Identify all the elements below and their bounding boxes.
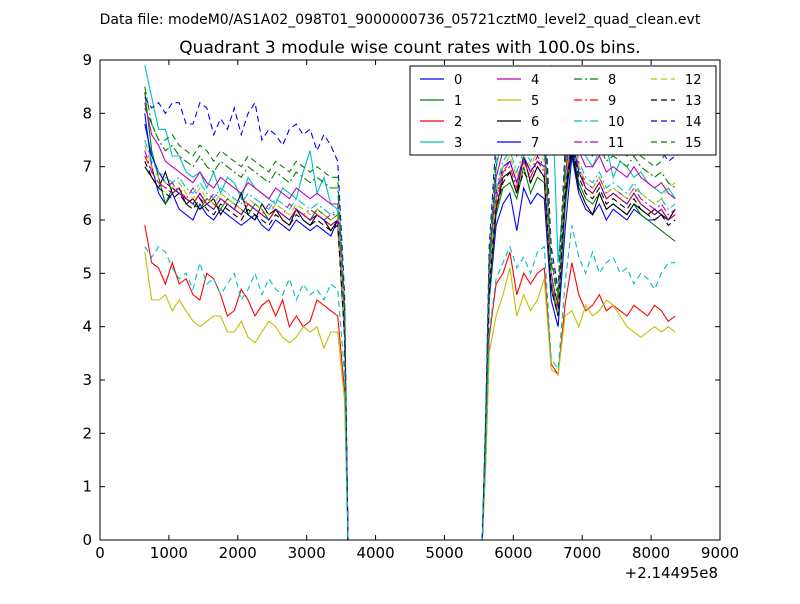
legend-label-1: 1 [454,94,462,109]
y-tick-label: 5 [82,264,92,282]
legend-label-4: 4 [531,73,539,88]
legend-label-13: 13 [685,94,702,109]
x-tick-label: 9000 [701,544,739,562]
suptitle: Data file: modeM0/AS1A02_098T01_90000007… [100,12,701,28]
x-tick-label: 5000 [425,544,463,562]
y-tick-label: 9 [82,51,92,69]
series-line-10 [144,134,676,541]
x-offset-label: +2.14495e8 [625,564,718,582]
legend-label-11: 11 [608,136,625,151]
legend-label-6: 6 [531,115,539,130]
y-tick-label: 1 [82,478,92,496]
legend-label-9: 9 [608,94,616,109]
x-tick-label: 8000 [632,544,670,562]
legend-label-0: 0 [454,73,462,88]
y-tick-label: 8 [82,104,92,122]
legend-label-10: 10 [608,115,625,130]
chart-title: Quadrant 3 module wise count rates with … [179,38,640,58]
x-tick-label: 3000 [288,544,326,562]
legend-label-3: 3 [454,136,462,151]
y-tick-label: 2 [82,424,92,442]
y-tick-label: 0 [82,531,92,549]
legend-label-5: 5 [531,94,539,109]
legend-label-2: 2 [454,115,462,130]
y-tick-label: 3 [82,371,92,389]
legend-label-12: 12 [685,73,702,88]
y-tick-label: 7 [82,158,92,176]
x-tick-label: 4000 [356,544,394,562]
axis-ticks: 0 1000 2000 3000 4000 5000 6000 7000 8000 9000012… [82,51,739,562]
legend-label-8: 8 [608,73,616,88]
x-tick-label: 1000 [150,544,188,562]
y-tick-label: 6 [82,211,92,229]
legend-label-14: 14 [685,115,702,130]
x-tick-label: 2000 [219,544,257,562]
plot-frame [99,59,721,541]
legend-label-15: 15 [685,136,702,151]
y-tick-label: 4 [82,318,92,336]
legend-box [409,65,717,156]
legend-label-7: 7 [531,136,539,151]
x-tick-label: 0 [95,544,105,562]
x-tick-label: 7000 [563,544,601,562]
x-tick-label: 6000 [494,544,532,562]
